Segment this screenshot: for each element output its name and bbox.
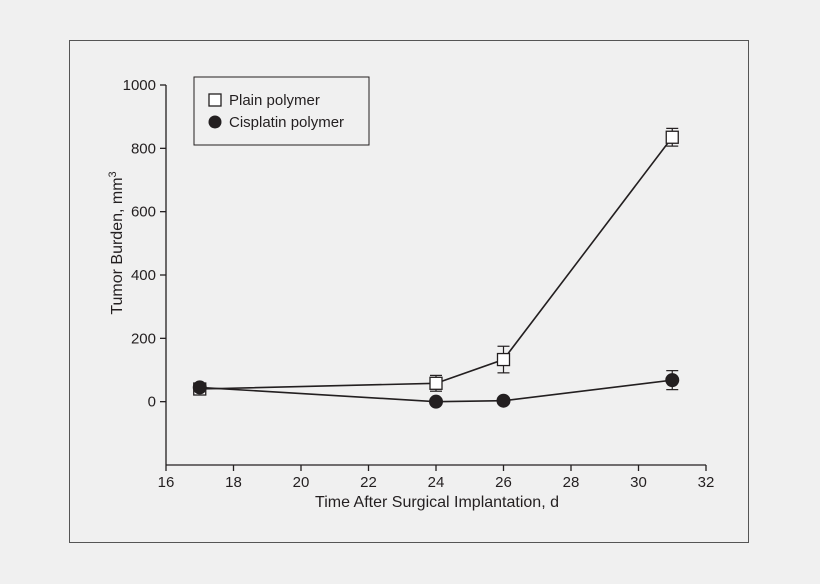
legend-label: Cisplatin polymer <box>229 114 344 131</box>
x-tick-label: 16 <box>158 474 175 491</box>
y-tick-label: 1000 <box>123 77 156 94</box>
series-filled-circle <box>192 370 680 409</box>
series-open-square <box>193 127 679 396</box>
y-tick-label: 600 <box>131 204 156 221</box>
x-tick-label: 22 <box>360 474 377 491</box>
x-tick-label: 24 <box>428 474 445 491</box>
legend-box <box>193 76 370 146</box>
x-tick-label: 32 <box>698 474 715 491</box>
y-tick-label: 200 <box>131 330 156 347</box>
legend-marker <box>208 93 222 107</box>
y-axis-title-superscript: 3 <box>107 171 119 177</box>
data-point <box>429 376 443 390</box>
series-line <box>199 379 673 403</box>
y-axis-title-text: Tumor Burden, mm <box>109 177 126 314</box>
data-point <box>496 393 511 408</box>
legend-marker <box>208 115 222 129</box>
series-layer <box>192 127 680 409</box>
chart-svg: 16 18 20 22 24 26 28 30 32 0 200 400 600 800 1000 Plai… <box>107 76 715 511</box>
data-point <box>665 373 680 388</box>
y-axis-title: Tumor Burden, mm3 <box>107 171 126 314</box>
legend-items: Plain polymer Cisplatin polymer <box>208 92 344 131</box>
data-point <box>192 380 207 395</box>
data-point <box>665 130 679 144</box>
series-line <box>199 136 673 390</box>
x-axis-title: Time After Surgical Implantation, d <box>315 494 559 511</box>
legend: Plain polymer Cisplatin polymer <box>193 76 370 146</box>
x-tick-label: 20 <box>293 474 310 491</box>
axes: 16 18 20 22 24 26 28 30 32 0 200 400 600 800 1000 <box>123 77 715 491</box>
x-tick-label: 26 <box>495 474 512 491</box>
x-tick-label: 30 <box>630 474 647 491</box>
y-tick-label: 0 <box>148 394 156 411</box>
x-tick-label: 18 <box>225 474 242 491</box>
chart-figure: 16 18 20 22 24 26 28 30 32 0 200 400 600 800 1000 Plai… <box>69 40 749 543</box>
data-point <box>496 352 511 367</box>
y-tick-label: 800 <box>131 140 156 157</box>
y-tick-label: 400 <box>131 267 156 284</box>
data-point <box>429 394 443 409</box>
legend-label: Plain polymer <box>229 92 320 109</box>
x-tick-label: 28 <box>563 474 580 491</box>
